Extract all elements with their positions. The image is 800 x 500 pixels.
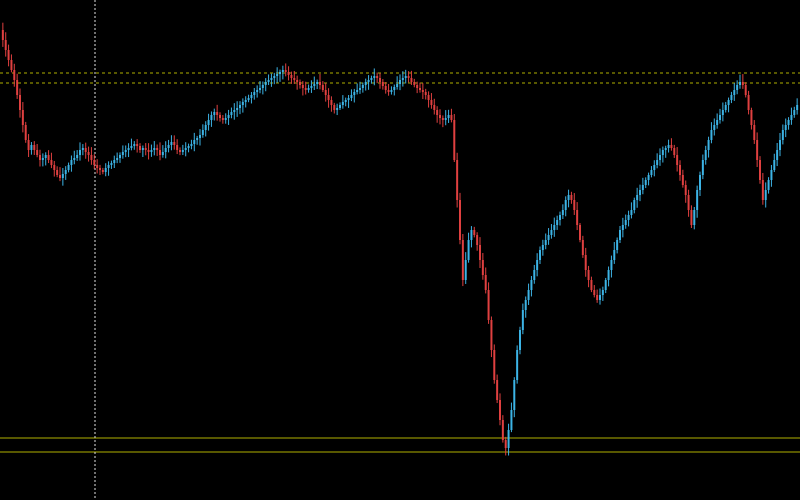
chart-canvas [0, 0, 800, 500]
price-chart[interactable] [0, 0, 800, 500]
candlestick-series [2, 23, 798, 456]
